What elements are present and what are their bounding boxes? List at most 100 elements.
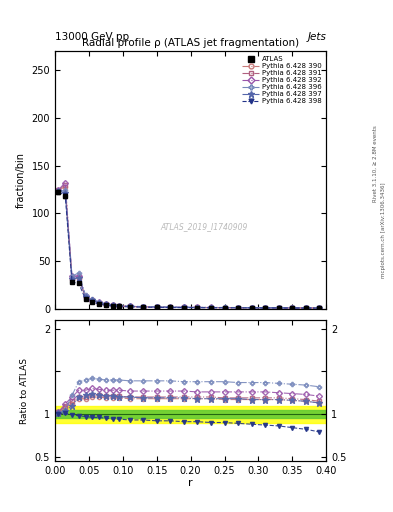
Pythia 6.428 391 [168, 304, 173, 310]
Pythia 6.428 398 [63, 192, 68, 198]
Pythia 6.428 391 [222, 305, 227, 311]
Pythia 6.428 397 [303, 305, 308, 311]
Pythia 6.428 396 [222, 305, 227, 311]
Pythia 6.428 397 [97, 300, 101, 306]
Pythia 6.428 390 [154, 304, 159, 310]
Pythia 6.428 391 [276, 305, 281, 311]
Pythia 6.428 397 [56, 188, 61, 194]
Pythia 6.428 396 [303, 305, 308, 311]
Pythia 6.428 398 [236, 305, 241, 311]
Pythia 6.428 396 [154, 304, 159, 310]
Pythia 6.428 391 [97, 300, 101, 306]
Line: Pythia 6.428 396: Pythia 6.428 396 [56, 188, 321, 310]
Pythia 6.428 390 [63, 184, 68, 190]
Pythia 6.428 391 [263, 305, 268, 311]
Text: 13000 GeV pp: 13000 GeV pp [55, 32, 129, 42]
Pythia 6.428 396 [195, 304, 200, 310]
Pythia 6.428 390 [56, 187, 61, 193]
Pythia 6.428 392 [222, 305, 227, 311]
Pythia 6.428 392 [90, 297, 95, 303]
Y-axis label: fraction/bin: fraction/bin [16, 152, 26, 208]
Pythia 6.428 391 [317, 305, 322, 311]
Pythia 6.428 397 [182, 304, 186, 310]
Pythia 6.428 390 [182, 304, 186, 310]
Pythia 6.428 390 [209, 305, 213, 311]
Pythia 6.428 398 [127, 304, 132, 310]
Line: Pythia 6.428 398: Pythia 6.428 398 [56, 190, 321, 310]
Pythia 6.428 398 [290, 305, 295, 311]
Pythia 6.428 396 [103, 301, 108, 307]
Pythia 6.428 392 [209, 305, 213, 311]
Pythia 6.428 391 [209, 305, 213, 311]
Pythia 6.428 397 [168, 304, 173, 310]
Pythia 6.428 391 [154, 304, 159, 310]
Pythia 6.428 392 [263, 305, 268, 311]
Pythia 6.428 391 [290, 305, 295, 311]
Pythia 6.428 391 [182, 304, 186, 310]
Line: Pythia 6.428 390: Pythia 6.428 390 [56, 185, 321, 310]
Pythia 6.428 396 [90, 296, 95, 302]
Pythia 6.428 397 [195, 305, 200, 311]
Pythia 6.428 397 [317, 305, 322, 311]
Pythia 6.428 397 [83, 294, 88, 300]
Pythia 6.428 391 [117, 303, 122, 309]
Pythia 6.428 396 [63, 187, 68, 194]
Text: mcplots.cern.ch [arXiv:1306.3436]: mcplots.cern.ch [arXiv:1306.3436] [381, 183, 386, 278]
Pythia 6.428 391 [56, 187, 61, 193]
Pythia 6.428 390 [127, 304, 132, 310]
Pythia 6.428 390 [222, 305, 227, 311]
Pythia 6.428 397 [127, 304, 132, 310]
X-axis label: r: r [188, 478, 193, 488]
Pythia 6.428 397 [276, 305, 281, 311]
Pythia 6.428 392 [97, 300, 101, 306]
Pythia 6.428 397 [236, 305, 241, 311]
Pythia 6.428 396 [276, 305, 281, 311]
Pythia 6.428 398 [303, 305, 308, 311]
Pythia 6.428 391 [90, 297, 95, 304]
Pythia 6.428 397 [249, 305, 254, 311]
Pythia 6.428 396 [127, 303, 132, 309]
Pythia 6.428 396 [83, 292, 88, 298]
Pythia 6.428 397 [154, 304, 159, 310]
Pythia 6.428 397 [63, 189, 68, 196]
Pythia 6.428 396 [290, 305, 295, 311]
Pythia 6.428 396 [56, 188, 61, 194]
Legend: ATLAS, Pythia 6.428 390, Pythia 6.428 391, Pythia 6.428 392, Pythia 6.428 396, P: ATLAS, Pythia 6.428 390, Pythia 6.428 39… [241, 55, 323, 105]
Pythia 6.428 390 [303, 305, 308, 311]
Pythia 6.428 392 [83, 293, 88, 300]
Pythia 6.428 390 [117, 303, 122, 309]
Pythia 6.428 392 [249, 305, 254, 311]
Pythia 6.428 397 [90, 297, 95, 304]
Pythia 6.428 390 [290, 305, 295, 311]
Pythia 6.428 392 [182, 304, 186, 310]
Pythia 6.428 398 [317, 305, 322, 311]
Pythia 6.428 397 [70, 276, 74, 282]
Pythia 6.428 390 [110, 302, 115, 308]
Pythia 6.428 396 [76, 270, 81, 276]
Pythia 6.428 391 [236, 305, 241, 311]
Pythia 6.428 396 [117, 303, 122, 309]
Pythia 6.428 391 [83, 294, 88, 300]
Pythia 6.428 390 [276, 305, 281, 311]
Pythia 6.428 392 [168, 304, 173, 310]
Pythia 6.428 398 [263, 305, 268, 311]
Pythia 6.428 398 [70, 279, 74, 285]
Y-axis label: Ratio to ATLAS: Ratio to ATLAS [20, 357, 29, 423]
Pythia 6.428 397 [110, 302, 115, 308]
Line: Pythia 6.428 391: Pythia 6.428 391 [56, 183, 321, 310]
Pythia 6.428 396 [263, 305, 268, 311]
Pythia 6.428 398 [83, 296, 88, 303]
Pythia 6.428 398 [276, 305, 281, 311]
Pythia 6.428 392 [110, 302, 115, 308]
Pythia 6.428 396 [249, 305, 254, 311]
Pythia 6.428 396 [110, 302, 115, 308]
Pythia 6.428 396 [182, 304, 186, 310]
Pythia 6.428 391 [141, 304, 145, 310]
Pythia 6.428 396 [236, 305, 241, 311]
Pythia 6.428 391 [70, 275, 74, 281]
Pythia 6.428 398 [154, 304, 159, 310]
Pythia 6.428 392 [63, 180, 68, 186]
Pythia 6.428 392 [154, 304, 159, 310]
Pythia 6.428 391 [195, 305, 200, 311]
Pythia 6.428 397 [103, 302, 108, 308]
